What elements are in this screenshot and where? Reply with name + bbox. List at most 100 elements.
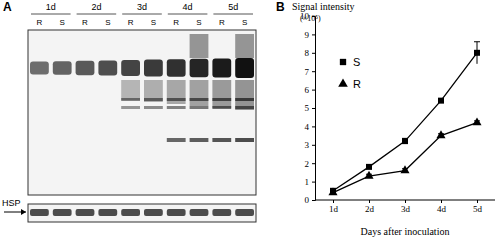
x-axis-title: Days after inoculation <box>361 226 450 237</box>
blot-smear <box>190 34 209 58</box>
day-label: 1d <box>46 2 56 12</box>
blot-band <box>235 138 254 142</box>
hsp-band <box>53 209 72 216</box>
y-tick-label: 6 <box>305 85 310 95</box>
y-tick-mark <box>312 53 315 54</box>
blot-band <box>212 98 231 101</box>
hsp-band <box>98 209 117 216</box>
series-marker <box>366 164 372 170</box>
blot-band <box>190 138 209 142</box>
y-tick: 2 <box>305 159 316 169</box>
legend-label: R <box>353 78 361 90</box>
lane-label: R <box>82 18 88 27</box>
y-tick-label: 0 <box>305 195 310 205</box>
series-marker <box>400 165 409 173</box>
y-tick-mark <box>312 145 315 146</box>
series-marker <box>436 130 445 138</box>
y-tick-mark <box>312 71 315 72</box>
hsp-band <box>30 209 49 216</box>
series-marker <box>364 171 373 179</box>
x-axis: 1d2d3d4d5d <box>315 200 495 214</box>
blot-band <box>144 60 163 77</box>
y-tick-mark <box>312 34 315 35</box>
x-tick-label: 4d <box>437 204 447 214</box>
x-tick-mark <box>369 200 370 203</box>
x-tick: 3d <box>401 200 411 214</box>
hsp-band <box>190 209 209 216</box>
legend-marker <box>340 59 346 65</box>
blot-band <box>76 61 95 75</box>
x-tick: 5d <box>473 200 483 214</box>
x-tick-label: 3d <box>401 204 411 214</box>
y-tick-mark <box>312 126 315 127</box>
y-tick: 4 <box>305 122 316 132</box>
day-label: 3d <box>137 2 147 12</box>
blot-band <box>235 98 254 101</box>
lane-label: R <box>173 18 179 27</box>
blot-band <box>235 106 254 109</box>
day-underline <box>168 14 208 15</box>
blot-band <box>121 106 140 109</box>
y-axis-line <box>312 17 316 201</box>
x-tick-mark <box>477 200 478 203</box>
day-label: 2d <box>91 2 101 12</box>
lane-label: S <box>196 18 201 27</box>
y-tick: 6 <box>305 85 316 95</box>
hsp-band <box>76 209 95 216</box>
loading-control-label: HSP <box>2 198 21 208</box>
day-label: 4d <box>183 2 193 12</box>
blot-band <box>167 59 186 77</box>
y-tick-label: 1 <box>305 177 310 187</box>
day-underline <box>77 14 117 15</box>
y-tick-label: 9 <box>305 30 310 40</box>
blot-band <box>30 62 49 75</box>
blot-band <box>235 58 254 78</box>
blot-band <box>98 60 117 75</box>
y-tick: 0 <box>305 195 316 205</box>
blot-band <box>121 98 140 101</box>
lane-label: R <box>219 18 225 27</box>
panel-b: BSignal intensity(×10⁵)0123456789101d2d3… <box>276 0 495 237</box>
hsp-band <box>121 209 140 216</box>
hsp-band <box>235 209 254 216</box>
lane-label: R <box>37 18 43 27</box>
lane-label: S <box>60 18 65 27</box>
x-tick-label: 1d <box>329 204 339 214</box>
y-tick-label: 4 <box>305 122 310 132</box>
blot-band <box>190 59 209 77</box>
figure: A1dRS2dRS3dRS4dRS5dRSHSPBSignal intensit… <box>0 0 500 243</box>
blot-smear <box>190 80 209 106</box>
series-marker <box>328 187 337 195</box>
x-tick-mark <box>441 200 442 203</box>
y-tick-mark <box>312 182 315 183</box>
blot-smear <box>235 34 254 58</box>
series-line <box>333 53 477 191</box>
y-tick-label: 5 <box>305 103 310 113</box>
blot-band <box>53 61 72 75</box>
blot-band <box>167 138 186 142</box>
loading-control-arrowhead <box>21 209 26 215</box>
y-tick: 1 <box>305 177 316 187</box>
blot-smear <box>144 80 163 102</box>
series-line <box>333 123 477 193</box>
y-tick-label: 8 <box>305 48 310 58</box>
x-tick-label: 5d <box>473 204 483 214</box>
hsp-band <box>167 209 186 216</box>
blot-band <box>190 106 209 109</box>
panel-a: A1dRS2dRS3dRS4dRS5dRSHSP <box>2 0 256 222</box>
blot-band <box>167 106 186 109</box>
series-marker <box>402 138 408 144</box>
blot-smear <box>167 80 186 104</box>
y-tick: 7 <box>305 67 316 77</box>
hsp-band <box>212 209 231 216</box>
hsp-band <box>144 209 163 216</box>
y-tick-label: 3 <box>305 140 310 150</box>
legend-label: S <box>353 56 360 68</box>
series-marker <box>474 50 480 56</box>
y-tick-mark <box>312 16 315 17</box>
x-tick: 1d <box>329 200 339 214</box>
y-tick: 3 <box>305 140 316 150</box>
y-tick: 10 <box>300 11 315 21</box>
blot-smear <box>235 80 254 110</box>
day-underline <box>31 14 71 15</box>
